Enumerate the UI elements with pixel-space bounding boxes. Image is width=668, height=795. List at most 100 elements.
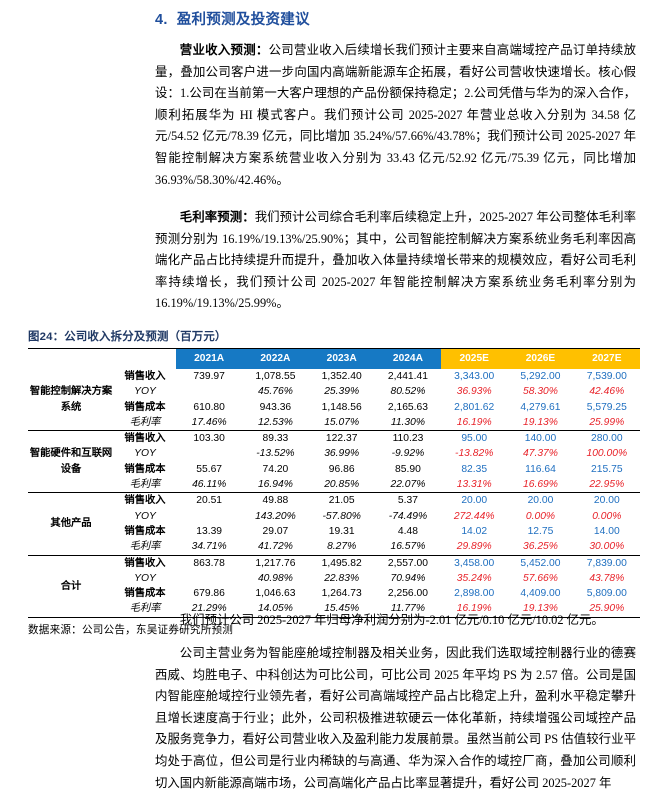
table-cell: 11.30% [390,416,426,428]
table-cell: 16.19% [456,416,492,428]
table-cell: 143.20% [255,510,296,522]
table-row-group-label: 智能控制解决方案系统 [29,386,113,413]
table-cell: 943.36 [259,401,292,413]
table-cell: 4.48 [397,525,418,537]
table-cell: 7,839.00 [573,554,640,571]
table-cell: 82.35 [461,463,488,475]
table-bottom-rule [28,616,640,618]
table-cell: 36.25% [523,541,558,553]
table-cell: 0.00% [592,510,622,522]
table-cell: 80.52% [390,386,426,398]
table-cell: 272.44% [453,510,495,522]
table-cell: 15.45% [324,603,360,615]
table-cell: 47.37% [523,448,558,460]
table-col-header-2025E: 2025E [441,349,508,369]
paragraph-margin-forecast-body: 我们预计公司综合毛利率后续稳定上升，2025-2027 年公司整体毛利率预测分别… [155,210,636,311]
table-cell: 1,217.76 [242,554,309,571]
paragraph-margin-forecast-lead: 毛利率预测： [179,210,255,224]
table-cell: 14.00 [593,525,620,537]
table-cell: 1,148.56 [321,401,362,413]
table-cell: 100.00% [586,448,628,460]
table-cell: 25.99% [589,416,625,428]
table-cell: 13.31% [456,479,492,491]
table-row: 毛利率 21.29% 14.05% 15.45% 11.77% 16.19% 19.13% 2… [28,601,640,616]
table-row-group-label: 其他产品 [28,492,115,556]
table-cell: 29.89% [456,541,492,553]
table-cell: 43.78% [589,572,625,584]
table-row: 智能控制解决方案系统 销售收入 739.97 1,078.55 1,352.40 2,44… [28,369,640,413]
section-title: 盈利预测及投资建议 [176,12,310,28]
table-cell: 30.00% [589,541,625,553]
table-row: 销售成本 55.67 74.20 96.86 85.90 82.35 116.64 215.7… [28,462,640,477]
table-cell: -57.80% [322,510,361,522]
figure-revenue-breakdown: 图24：公司收入拆分及预测（百万元） 2021A 2022A 2023A 2024A 2… [28,328,640,637]
table-col-header-2024A: 2024A [374,349,442,369]
table-metric-label: YOY [134,510,156,522]
table-cell: 122.37 [308,430,375,447]
table-metric-label: 销售成本 [124,401,166,413]
table-cell: 2,557.00 [374,554,442,571]
table-cell: 3,343.00 [454,371,495,382]
table-row: 销售成本 679.86 1,046.63 1,264.73 2,256.00 2,898.… [28,586,640,601]
table-metric-label: 销售收入 [114,492,177,509]
table-row: YOY -13.52% 36.99% -9.92% -13.82% 47.37% 100.0… [28,446,640,461]
table-cell: 2,898.00 [454,588,495,600]
table-cell: 1,046.63 [255,588,296,600]
table-cell: 14.02 [461,525,488,537]
table-cell: 5,579.25 [586,401,627,413]
table-col-header-2022A: 2022A [242,349,309,369]
table-cell: 3,458.00 [441,554,508,571]
table-cell: 36.99% [324,448,360,460]
table-cell: 25.90% [589,603,625,615]
table-cell: 21.29% [191,603,227,615]
table-header-row: 2021A 2022A 2023A 2024A 2025E 2026E 2027E [28,349,640,369]
table-metric-label: 销售收入 [124,371,166,382]
table-cell [176,446,242,461]
table-cell: 20.00 [441,492,508,509]
table-cell: 863.78 [176,554,243,571]
table-cell: 679.86 [193,588,225,600]
table-row: 合计 销售收入 863.78 1,217.76 1,495.82 2,557.00 3,45… [28,554,640,617]
table-cell: 15.07% [324,416,360,428]
table-cell: 12.75 [527,525,554,537]
table-cell: 22.95% [589,479,625,491]
table-cell: 20.85% [324,479,360,491]
table-cell: 49.88 [242,492,309,509]
table-row: YOY 143.20% -57.80% -74.49% 272.44% 0.00% 0.00… [28,509,640,524]
table-cell: 739.97 [193,371,225,382]
table-row-group-label: 智能硬件和互联网设备 [28,430,115,493]
table-cell: 2,801.62 [454,401,495,413]
table-metric-label: 销售成本 [124,525,166,537]
table-cell: 22.83% [324,572,360,584]
section-heading: 4. 盈利预测及投资建议 [155,8,625,29]
table-cell: 2,165.63 [387,401,428,413]
table-cell: 1,352.40 [321,371,362,382]
table-cell: 40.98% [257,572,293,584]
figure-source: 数据来源：公司公告，东吴证券研究所预测 [28,624,234,636]
table-cell: 1,078.55 [255,371,296,382]
table-cell: 35.24% [456,572,492,584]
table-cell: 2,256.00 [387,588,428,600]
revenue-breakdown-table: 2021A 2022A 2023A 2024A 2025E 2026E 2027E 智能控制… [28,349,640,617]
table-cell: 19.31 [328,525,355,537]
table-top-rule [28,348,640,349]
table-row: 毛利率 17.46% 12.53% 15.07% 11.30% 16.19% 19.13% 2… [28,415,640,431]
section-number: 4. [155,12,168,28]
table-cell: 5.37 [374,492,442,509]
table-col-header-blank [114,349,177,369]
table-col-header-2026E: 2026E [507,349,574,369]
table-cell: 19.13% [523,416,558,428]
table-cell: 110.23 [374,430,442,447]
table-cell: 22.07% [390,479,426,491]
table-row: 毛利率 34.71% 41.72% 8.27% 16.57% 29.89% 36.25% 30… [28,539,640,555]
table-cell: 25.39% [324,386,360,398]
table-cell: 4,409.00 [520,588,561,600]
table-cell: -13.52% [256,448,295,460]
table-col-header-2027E: 2027E [573,349,640,369]
table-cell: 2,441.41 [387,371,428,382]
table-col-header-2021A: 2021A [176,349,243,369]
table-cell: 19.13% [523,603,558,615]
table-cell: -74.49% [388,510,428,522]
paragraph-revenue-forecast-lead: 营业收入预测： [179,43,269,57]
table-row: 智能硬件和互联网设备 销售收入 103.30 89.33 122.37 110.23 95.… [28,430,640,493]
